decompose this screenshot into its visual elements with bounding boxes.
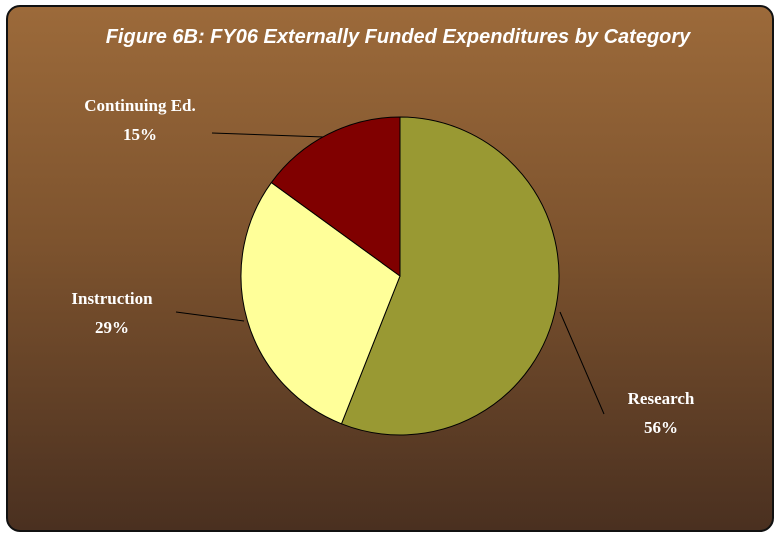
pie-slice [240, 181, 401, 425]
value-label: 56% [644, 418, 678, 437]
category-label: Instruction [71, 289, 153, 308]
leader-line [559, 311, 605, 415]
category-label: Research [627, 389, 695, 408]
pie-slice [340, 116, 560, 436]
value-label: 29% [95, 318, 129, 337]
pie-slice [270, 116, 401, 277]
category-label: Continuing Ed. [84, 96, 196, 115]
slice-label: Continuing Ed. 15% [70, 91, 210, 149]
leader-line [175, 311, 245, 322]
slice-label: Research 56% [591, 384, 731, 442]
slice-label: Instruction 29% [42, 284, 182, 342]
chart-title: Figure 6B: FY06 Externally Funded Expend… [105, 26, 691, 48]
value-label: 15% [123, 125, 157, 144]
chart-frame: Figure 6B: FY06 Externally Funded Expend… [6, 5, 774, 532]
leader-line [211, 132, 325, 138]
